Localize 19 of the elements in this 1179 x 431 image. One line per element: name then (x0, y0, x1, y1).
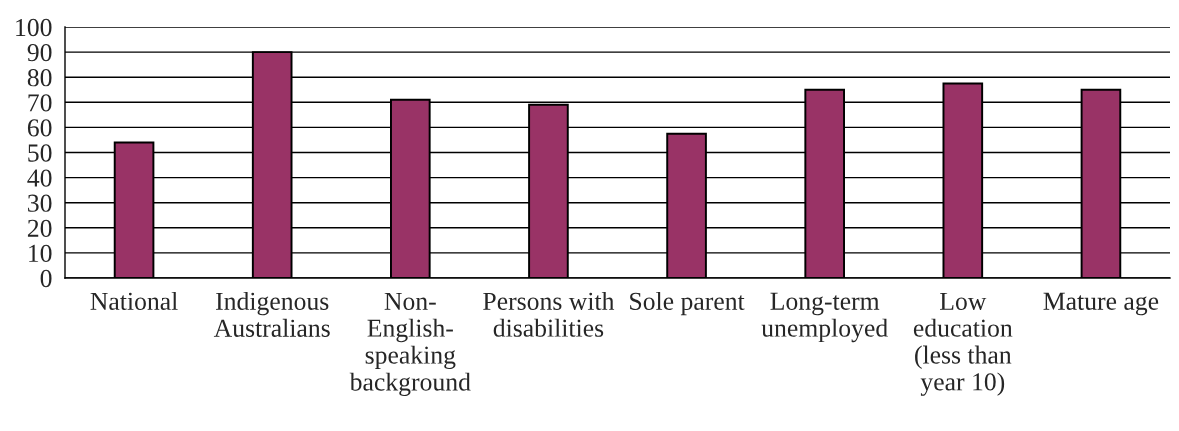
x-tick-label: Long-term unemployed (761, 292, 888, 343)
x-tick-label: Non-English-speaking background (349, 292, 471, 397)
x-tick-label: National (90, 291, 178, 310)
y-tick-label: 10 (29, 244, 52, 263)
y-tick-label: 80 (27, 69, 52, 87)
y-tick-label: 60 (27, 119, 52, 137)
y-tick-label: 70 (28, 94, 52, 112)
y-tick-label: 50 (28, 144, 52, 162)
x-tick-label: Persons with disabilities (483, 291, 615, 337)
y-tick-label: 0 (40, 269, 52, 288)
x-tick-label: Mature age (1043, 292, 1159, 316)
x-tick-label: Sole parent (630, 291, 745, 316)
x-tick-label: Low education (less than year 10) (913, 292, 1013, 396)
y-tick-label: 90 (27, 43, 52, 62)
y-tick-label: 30 (28, 194, 52, 212)
y-tick-label: 20 (27, 219, 52, 237)
x-tick-label: Indigenous Australians (213, 291, 330, 337)
y-tick-label: 40 (27, 169, 52, 187)
y-tick-label: 100 (16, 18, 52, 37)
